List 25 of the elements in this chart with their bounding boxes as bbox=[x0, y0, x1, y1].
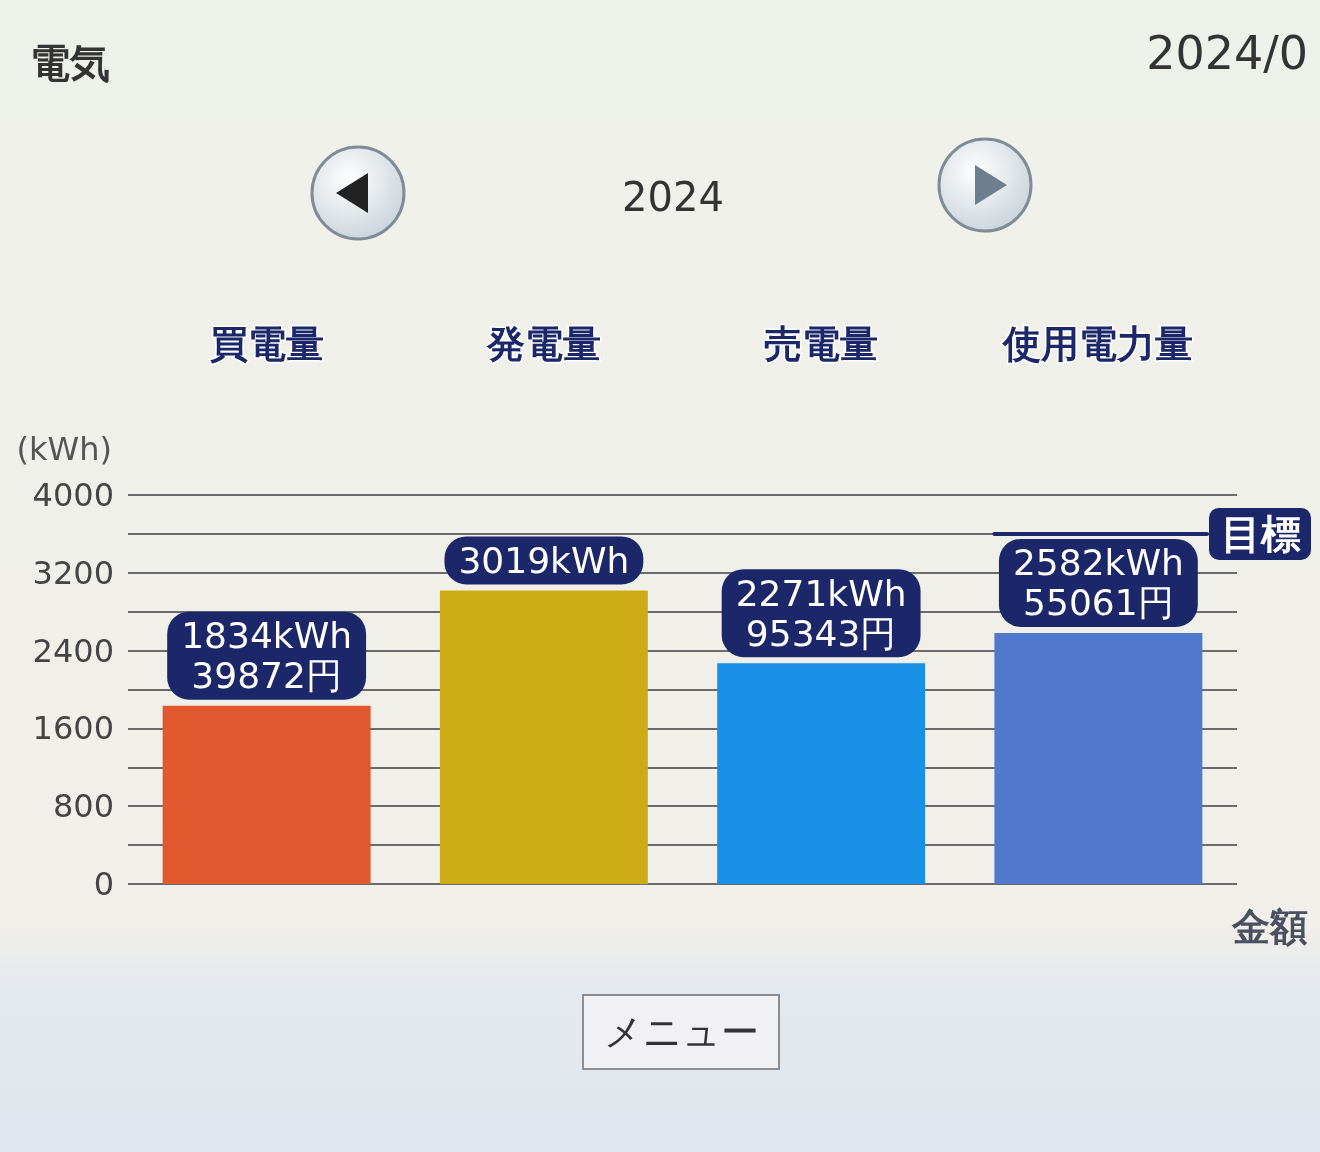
x-tick-label: 買電量 bbox=[209, 322, 324, 366]
chart-subtitle: 2024 bbox=[622, 174, 724, 220]
data-label: 1834kWh 39872円 bbox=[181, 615, 353, 697]
chart-title: 電気 bbox=[30, 40, 110, 86]
bar bbox=[717, 663, 926, 884]
y-tick-label: 0 bbox=[93, 865, 114, 903]
x-tick-label: 発電量 bbox=[485, 322, 601, 366]
data-label: 3019kWh bbox=[458, 539, 630, 581]
text: メニュー bbox=[582, 994, 780, 1070]
text: 2024/0 bbox=[1146, 26, 1308, 80]
y-tick-label: 1600 bbox=[32, 709, 114, 748]
bar bbox=[994, 632, 1203, 884]
y-tick-label: 800 bbox=[52, 787, 114, 826]
ref-line-label: 目標 bbox=[1221, 510, 1301, 557]
bar bbox=[439, 590, 648, 884]
data-label: 2271kWh 95343円 bbox=[735, 572, 907, 654]
y-axis-title: (kWh) bbox=[16, 430, 112, 468]
x-tick-label: 売電量 bbox=[764, 322, 879, 366]
bar bbox=[162, 705, 371, 884]
y-tick-label: 4000 bbox=[32, 476, 114, 514]
text: 金額 bbox=[1232, 904, 1308, 951]
y-tick-label: 2400 bbox=[32, 631, 114, 670]
data-label: 2582kWh 55061円 bbox=[1012, 542, 1184, 624]
x-tick-label: 使用電力量 bbox=[1001, 322, 1194, 366]
y-tick-label: 3200 bbox=[32, 553, 114, 592]
